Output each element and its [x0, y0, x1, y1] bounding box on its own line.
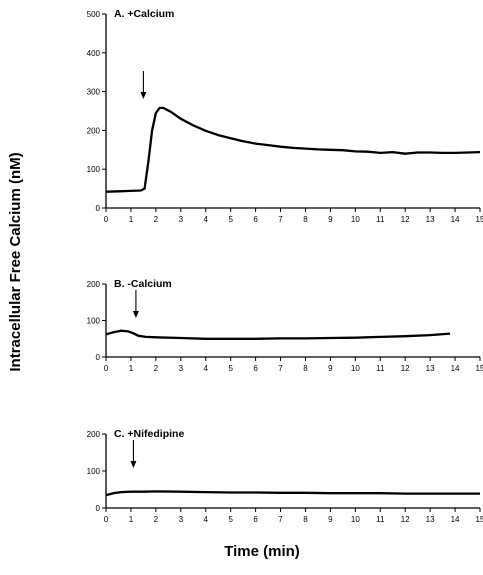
panel-c-x-tick-label: 10: [351, 515, 360, 524]
panel-b-x-tick-label: 1: [129, 364, 134, 373]
panel-c-y-tick-label: 0: [96, 504, 101, 513]
panel-b-series-line: [105, 329, 451, 340]
panel-a-x-tick-label: 9: [328, 215, 333, 224]
y-axis-title: Intracellular Free Calcium (nM): [7, 152, 24, 371]
panel-b-arrow-head: [132, 311, 139, 318]
panel-a-x-tick-label: 1: [129, 215, 134, 224]
panel-a-y-tick-label: 500: [87, 10, 101, 19]
panel-a-x-tick-label: 12: [401, 215, 410, 224]
panel-a-y-tick-label: 300: [87, 88, 101, 97]
panel-b-x-tick-label: 14: [451, 364, 460, 373]
panel-a-x-tick-label: 8: [303, 215, 308, 224]
panel-c-x-tick-label: 0: [104, 515, 109, 524]
panel-a-x-tick-label: 10: [351, 215, 360, 224]
panel-c-y-tick-label: 200: [87, 430, 101, 439]
panel-c-x-tick-label: 14: [451, 515, 460, 524]
panel-a-x-tick-label: 15: [476, 215, 483, 224]
panel-c-x-tick-label: 11: [376, 515, 385, 524]
panel-c-x-tick-label: 7: [278, 515, 283, 524]
panel-b-y-tick-label: 0: [96, 353, 101, 362]
panel-c-x-tick-label: 4: [204, 515, 209, 524]
panel-b-title: B. -Calcium: [114, 278, 172, 290]
panel-c-y-tick-label: 100: [87, 467, 101, 476]
panel-c-arrow-head: [130, 461, 137, 468]
panel-c-series-line: [105, 490, 480, 497]
panel-a-title: A. +Calcium: [114, 8, 174, 20]
panel-a-x-tick-label: 4: [204, 215, 209, 224]
panel-a-y-tick-label: 100: [87, 165, 101, 174]
panel-c-x-tick-label: 8: [303, 515, 308, 524]
panel-a-x-tick-label: 3: [179, 215, 184, 224]
panel-b-x-tick-label: 6: [253, 364, 258, 373]
panel-b-x-tick-label: 9: [328, 364, 333, 373]
panel-b-y-tick-label: 100: [87, 317, 101, 326]
panel-c-x-tick-label: 15: [476, 515, 483, 524]
panel-c-x-tick-label: 5: [228, 515, 233, 524]
panel-b-x-tick-label: 8: [303, 364, 308, 373]
panel-b-x-tick-label: 7: [278, 364, 283, 373]
panel-c-title: C. +Nifedipine: [114, 428, 184, 440]
panel-b-x-tick-label: 3: [179, 364, 184, 373]
panel-c-x-tick-label: 3: [179, 515, 184, 524]
panel-b-x-tick-label: 0: [104, 364, 109, 373]
panel-a-arrow-head: [140, 92, 147, 99]
panel-c-x-tick-label: 2: [154, 515, 159, 524]
panel-a-y-tick-label: 200: [87, 126, 101, 135]
panel-b-y-tick-label: 200: [87, 280, 101, 289]
panel-a-series-line: [105, 106, 481, 193]
panel-c-x-tick-label: 6: [253, 515, 258, 524]
panel-a-x-tick-label: 13: [426, 215, 435, 224]
panel-c-x-tick-label: 12: [401, 515, 410, 524]
panel-c-x-tick-label: 1: [129, 515, 134, 524]
panel-b-x-tick-label: 12: [401, 364, 410, 373]
panel-a-x-tick-label: 6: [253, 215, 258, 224]
panel-a-x-tick-label: 7: [278, 215, 283, 224]
panel-b-x-tick-label: 10: [351, 364, 360, 373]
panel-b-x-tick-label: 15: [476, 364, 483, 373]
panel-b-x-tick-label: 2: [154, 364, 159, 373]
panel-a-x-tick-label: 0: [104, 215, 109, 224]
panel-a-x-tick-label: 5: [228, 215, 233, 224]
panel-c-x-tick-label: 9: [328, 515, 333, 524]
panel-a-x-tick-label: 14: [451, 215, 460, 224]
x-axis-title: Time (min): [224, 543, 300, 560]
panel-b-x-tick-label: 5: [228, 364, 233, 373]
panel-b-x-tick-label: 11: [376, 364, 385, 373]
panel-b-x-tick-label: 4: [204, 364, 209, 373]
panel-a-x-tick-label: 2: [154, 215, 159, 224]
panel-a-y-tick-label: 400: [87, 49, 101, 58]
panel-a-y-tick-label: 0: [96, 204, 101, 213]
panel-a-x-tick-label: 11: [376, 215, 385, 224]
panel-b-x-tick-label: 13: [426, 364, 435, 373]
panel-c-x-tick-label: 13: [426, 515, 435, 524]
